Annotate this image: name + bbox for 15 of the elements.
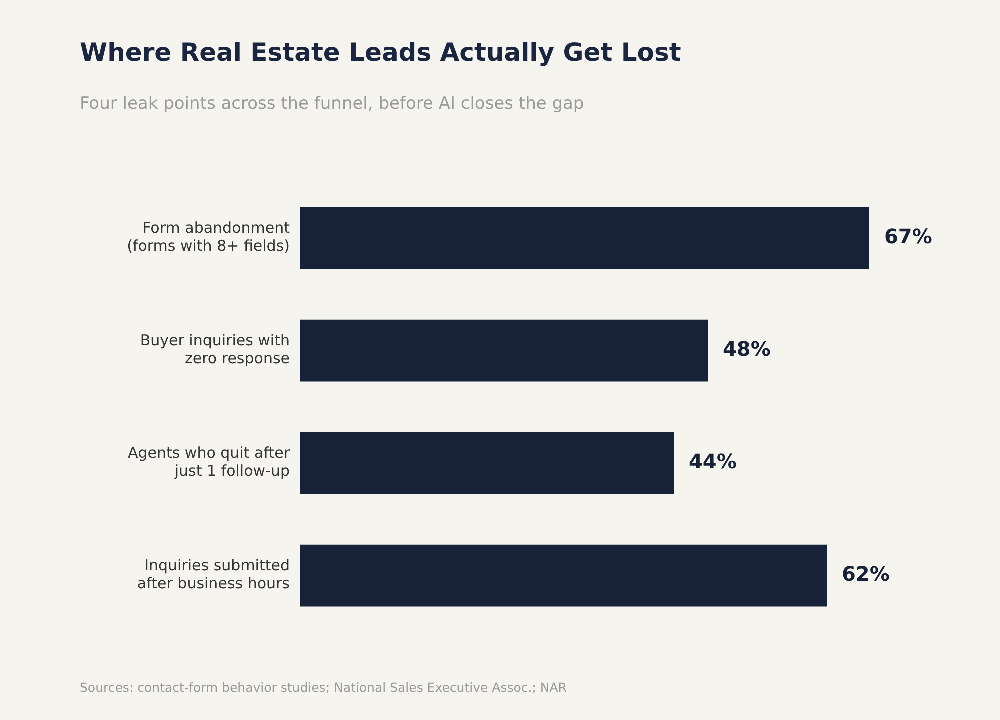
y-tick-label: Form abandonment (forms with 8+ fields) xyxy=(127,219,290,256)
data-label: 67% xyxy=(884,224,932,248)
bar xyxy=(300,544,827,607)
y-tick-label: Agents who quit after just 1 follow-up xyxy=(128,444,291,480)
data-label: 44% xyxy=(689,449,737,474)
data-label: 62% xyxy=(842,562,890,586)
bar xyxy=(300,432,674,494)
chart-subtitle: Four leak points across the funnel, before AI closes the gap xyxy=(80,94,584,114)
y-tick-label: Buyer inquiries with zero response xyxy=(140,332,290,368)
bar xyxy=(300,207,870,270)
bar xyxy=(300,320,708,382)
data-label: 48% xyxy=(723,336,771,361)
source-note: Sources: contact-form behavior studies; National Sales Executive Assoc.; NAR xyxy=(80,680,567,695)
y-tick-label: Inquiries submitted after business hours xyxy=(137,556,290,593)
chart-title: Where Real Estate Leads Actually Get Lost xyxy=(80,38,682,67)
